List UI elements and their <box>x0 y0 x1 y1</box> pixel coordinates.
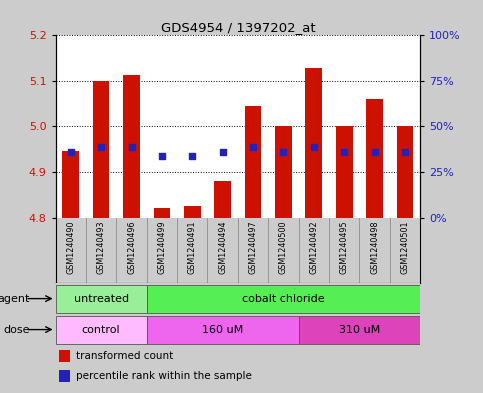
Point <box>97 144 105 150</box>
Bar <box>154 208 170 218</box>
Bar <box>59 370 70 382</box>
Text: transformed count: transformed count <box>76 351 173 361</box>
Point <box>341 149 348 155</box>
Bar <box>298 316 420 343</box>
Point <box>310 144 318 150</box>
Bar <box>336 127 353 218</box>
Text: GSM1240499: GSM1240499 <box>157 221 167 274</box>
Bar <box>93 81 110 218</box>
Bar <box>184 206 200 218</box>
Text: dose: dose <box>3 325 30 334</box>
Bar <box>62 151 79 218</box>
Title: GDS4954 / 1397202_at: GDS4954 / 1397202_at <box>160 21 315 34</box>
Point <box>128 144 135 150</box>
Point <box>249 144 257 150</box>
Text: GSM1240493: GSM1240493 <box>97 221 106 274</box>
Bar <box>59 350 70 362</box>
Point <box>188 153 196 159</box>
Text: GSM1240498: GSM1240498 <box>370 221 379 274</box>
Text: control: control <box>82 325 120 334</box>
Text: untreated: untreated <box>73 294 128 304</box>
Bar <box>275 127 292 218</box>
Text: GSM1240500: GSM1240500 <box>279 221 288 274</box>
Text: GSM1240494: GSM1240494 <box>218 221 227 274</box>
Text: cobalt chloride: cobalt chloride <box>242 294 325 304</box>
Text: percentile rank within the sample: percentile rank within the sample <box>76 371 252 381</box>
Point <box>280 149 287 155</box>
Text: GSM1240496: GSM1240496 <box>127 221 136 274</box>
Point <box>67 149 74 155</box>
Bar <box>245 105 261 218</box>
Point <box>401 149 409 155</box>
Text: agent: agent <box>0 294 30 304</box>
Text: GSM1240492: GSM1240492 <box>309 221 318 274</box>
Text: 310 uM: 310 uM <box>339 325 380 334</box>
Bar <box>366 99 383 218</box>
Point <box>219 149 227 155</box>
Text: GSM1240490: GSM1240490 <box>66 221 75 274</box>
Bar <box>147 285 420 312</box>
Text: GSM1240491: GSM1240491 <box>188 221 197 274</box>
Bar <box>56 285 147 312</box>
Bar <box>56 316 147 343</box>
Bar <box>305 68 322 218</box>
Point <box>158 153 166 159</box>
Bar <box>123 75 140 218</box>
Bar <box>147 316 298 343</box>
Bar <box>397 127 413 218</box>
Point <box>371 149 379 155</box>
Text: GSM1240495: GSM1240495 <box>340 221 349 274</box>
Text: GSM1240501: GSM1240501 <box>400 221 410 274</box>
Text: 160 uM: 160 uM <box>202 325 243 334</box>
Text: GSM1240497: GSM1240497 <box>249 221 257 274</box>
Bar <box>214 181 231 218</box>
